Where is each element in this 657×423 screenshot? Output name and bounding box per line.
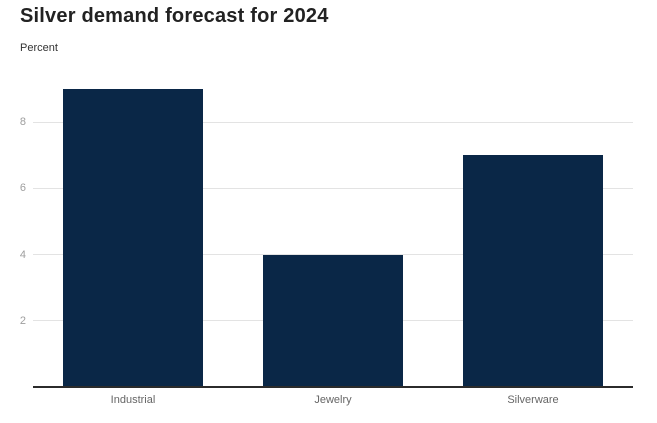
y-tick-label-6: 6 (19, 182, 26, 195)
bar-industrial (63, 89, 203, 387)
bar-jewelry (263, 254, 403, 387)
category-label-industrial: Industrial (110, 394, 156, 406)
x-axis-line (33, 386, 633, 388)
bar-silverware (463, 155, 603, 387)
gridline-8 (33, 121, 633, 123)
chart-title: Silver demand forecast for 2024 (20, 5, 329, 27)
plot-area (33, 78, 633, 387)
y-tick-label-8: 8 (19, 116, 26, 129)
y-tick-label-4: 4 (19, 248, 26, 261)
y-tick-label-2: 2 (19, 314, 26, 327)
category-label-silverware: Silverware (507, 394, 559, 406)
gridline-6 (33, 187, 633, 189)
chart-subtitle: Percent (20, 42, 58, 54)
category-label-jewelry: Jewelry (314, 394, 352, 406)
